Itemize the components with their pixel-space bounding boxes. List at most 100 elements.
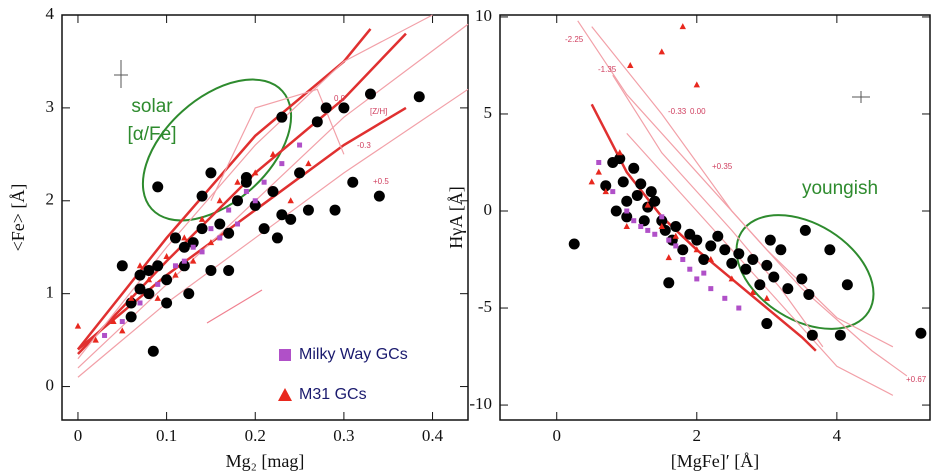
zh-arrow (206, 289, 263, 324)
point (199, 249, 205, 255)
point (181, 258, 187, 264)
y-tick-label: 0 (484, 200, 493, 219)
x-tick-label: 0.2 (245, 426, 266, 445)
point (621, 195, 633, 207)
point (338, 102, 350, 114)
point (610, 189, 616, 195)
point (413, 91, 425, 103)
point (152, 260, 164, 272)
point (183, 288, 195, 300)
y-axis-title: HγA [Å] (446, 186, 466, 248)
point (178, 260, 190, 272)
point (119, 327, 126, 334)
point (712, 230, 724, 242)
point (110, 318, 117, 325)
point (635, 178, 647, 190)
point (824, 244, 836, 256)
point (677, 244, 689, 256)
point (659, 214, 665, 220)
point (190, 244, 196, 250)
point (768, 271, 780, 283)
point (631, 189, 643, 201)
point (143, 288, 155, 300)
model-label: -0.3 (357, 141, 371, 150)
point (152, 181, 164, 193)
point (803, 288, 815, 300)
legend-label: M31 GCs (299, 386, 367, 403)
point (761, 259, 773, 271)
model-line (591, 26, 908, 377)
point (680, 257, 686, 263)
point (749, 289, 757, 296)
annotation: youngish (802, 178, 878, 199)
point (627, 61, 634, 68)
point (658, 48, 665, 55)
point (736, 305, 742, 311)
point (223, 264, 235, 276)
x-axis-title: Mg₂ [mag] (226, 451, 305, 471)
point (764, 234, 776, 246)
point (127, 294, 135, 301)
point (249, 199, 261, 211)
point (672, 232, 679, 239)
point (92, 336, 99, 343)
point (806, 329, 818, 341)
point (161, 297, 173, 309)
model-label: -0.33 (668, 107, 687, 116)
model-line (612, 74, 824, 348)
legend-swatch (278, 388, 292, 401)
point (705, 240, 717, 252)
y-tick-label: 10 (475, 6, 492, 25)
point (305, 160, 312, 167)
point (116, 260, 128, 272)
point (673, 243, 679, 249)
point (670, 221, 682, 233)
model-label: +0.67 (906, 375, 927, 384)
point (621, 211, 633, 223)
point (208, 226, 214, 232)
model-line (626, 132, 894, 396)
legend-swatch (279, 349, 291, 361)
point (782, 283, 794, 295)
legend-label: Milky Way GCs (299, 346, 408, 363)
point (614, 153, 626, 165)
point (252, 169, 259, 176)
x-tick-label: 0 (552, 426, 561, 445)
point (207, 239, 215, 246)
point (652, 231, 658, 237)
model-label: +0.35 (712, 162, 733, 171)
point (187, 237, 199, 249)
point (198, 215, 206, 222)
point (243, 188, 249, 194)
point (694, 276, 700, 282)
point (267, 185, 279, 197)
x-tick-label: 0.3 (333, 426, 354, 445)
point (205, 167, 217, 179)
point (147, 345, 159, 357)
point (602, 188, 609, 195)
point (279, 161, 285, 167)
point (172, 271, 179, 278)
point (178, 241, 190, 253)
point (658, 223, 665, 230)
point (595, 168, 602, 175)
point (644, 201, 651, 208)
point (137, 300, 143, 306)
y-tick-label: -5 (478, 297, 492, 316)
point (663, 277, 675, 289)
point (196, 190, 208, 202)
point (134, 269, 146, 281)
y-tick-label: 0 (46, 375, 55, 394)
point (596, 159, 602, 165)
point (665, 254, 672, 261)
point (693, 246, 700, 253)
point (258, 223, 270, 235)
point (285, 213, 297, 225)
point (276, 111, 288, 123)
point (733, 248, 745, 260)
model-line (77, 88, 469, 378)
point (223, 227, 235, 239)
point (638, 215, 650, 227)
point (698, 254, 710, 266)
point (616, 149, 623, 156)
